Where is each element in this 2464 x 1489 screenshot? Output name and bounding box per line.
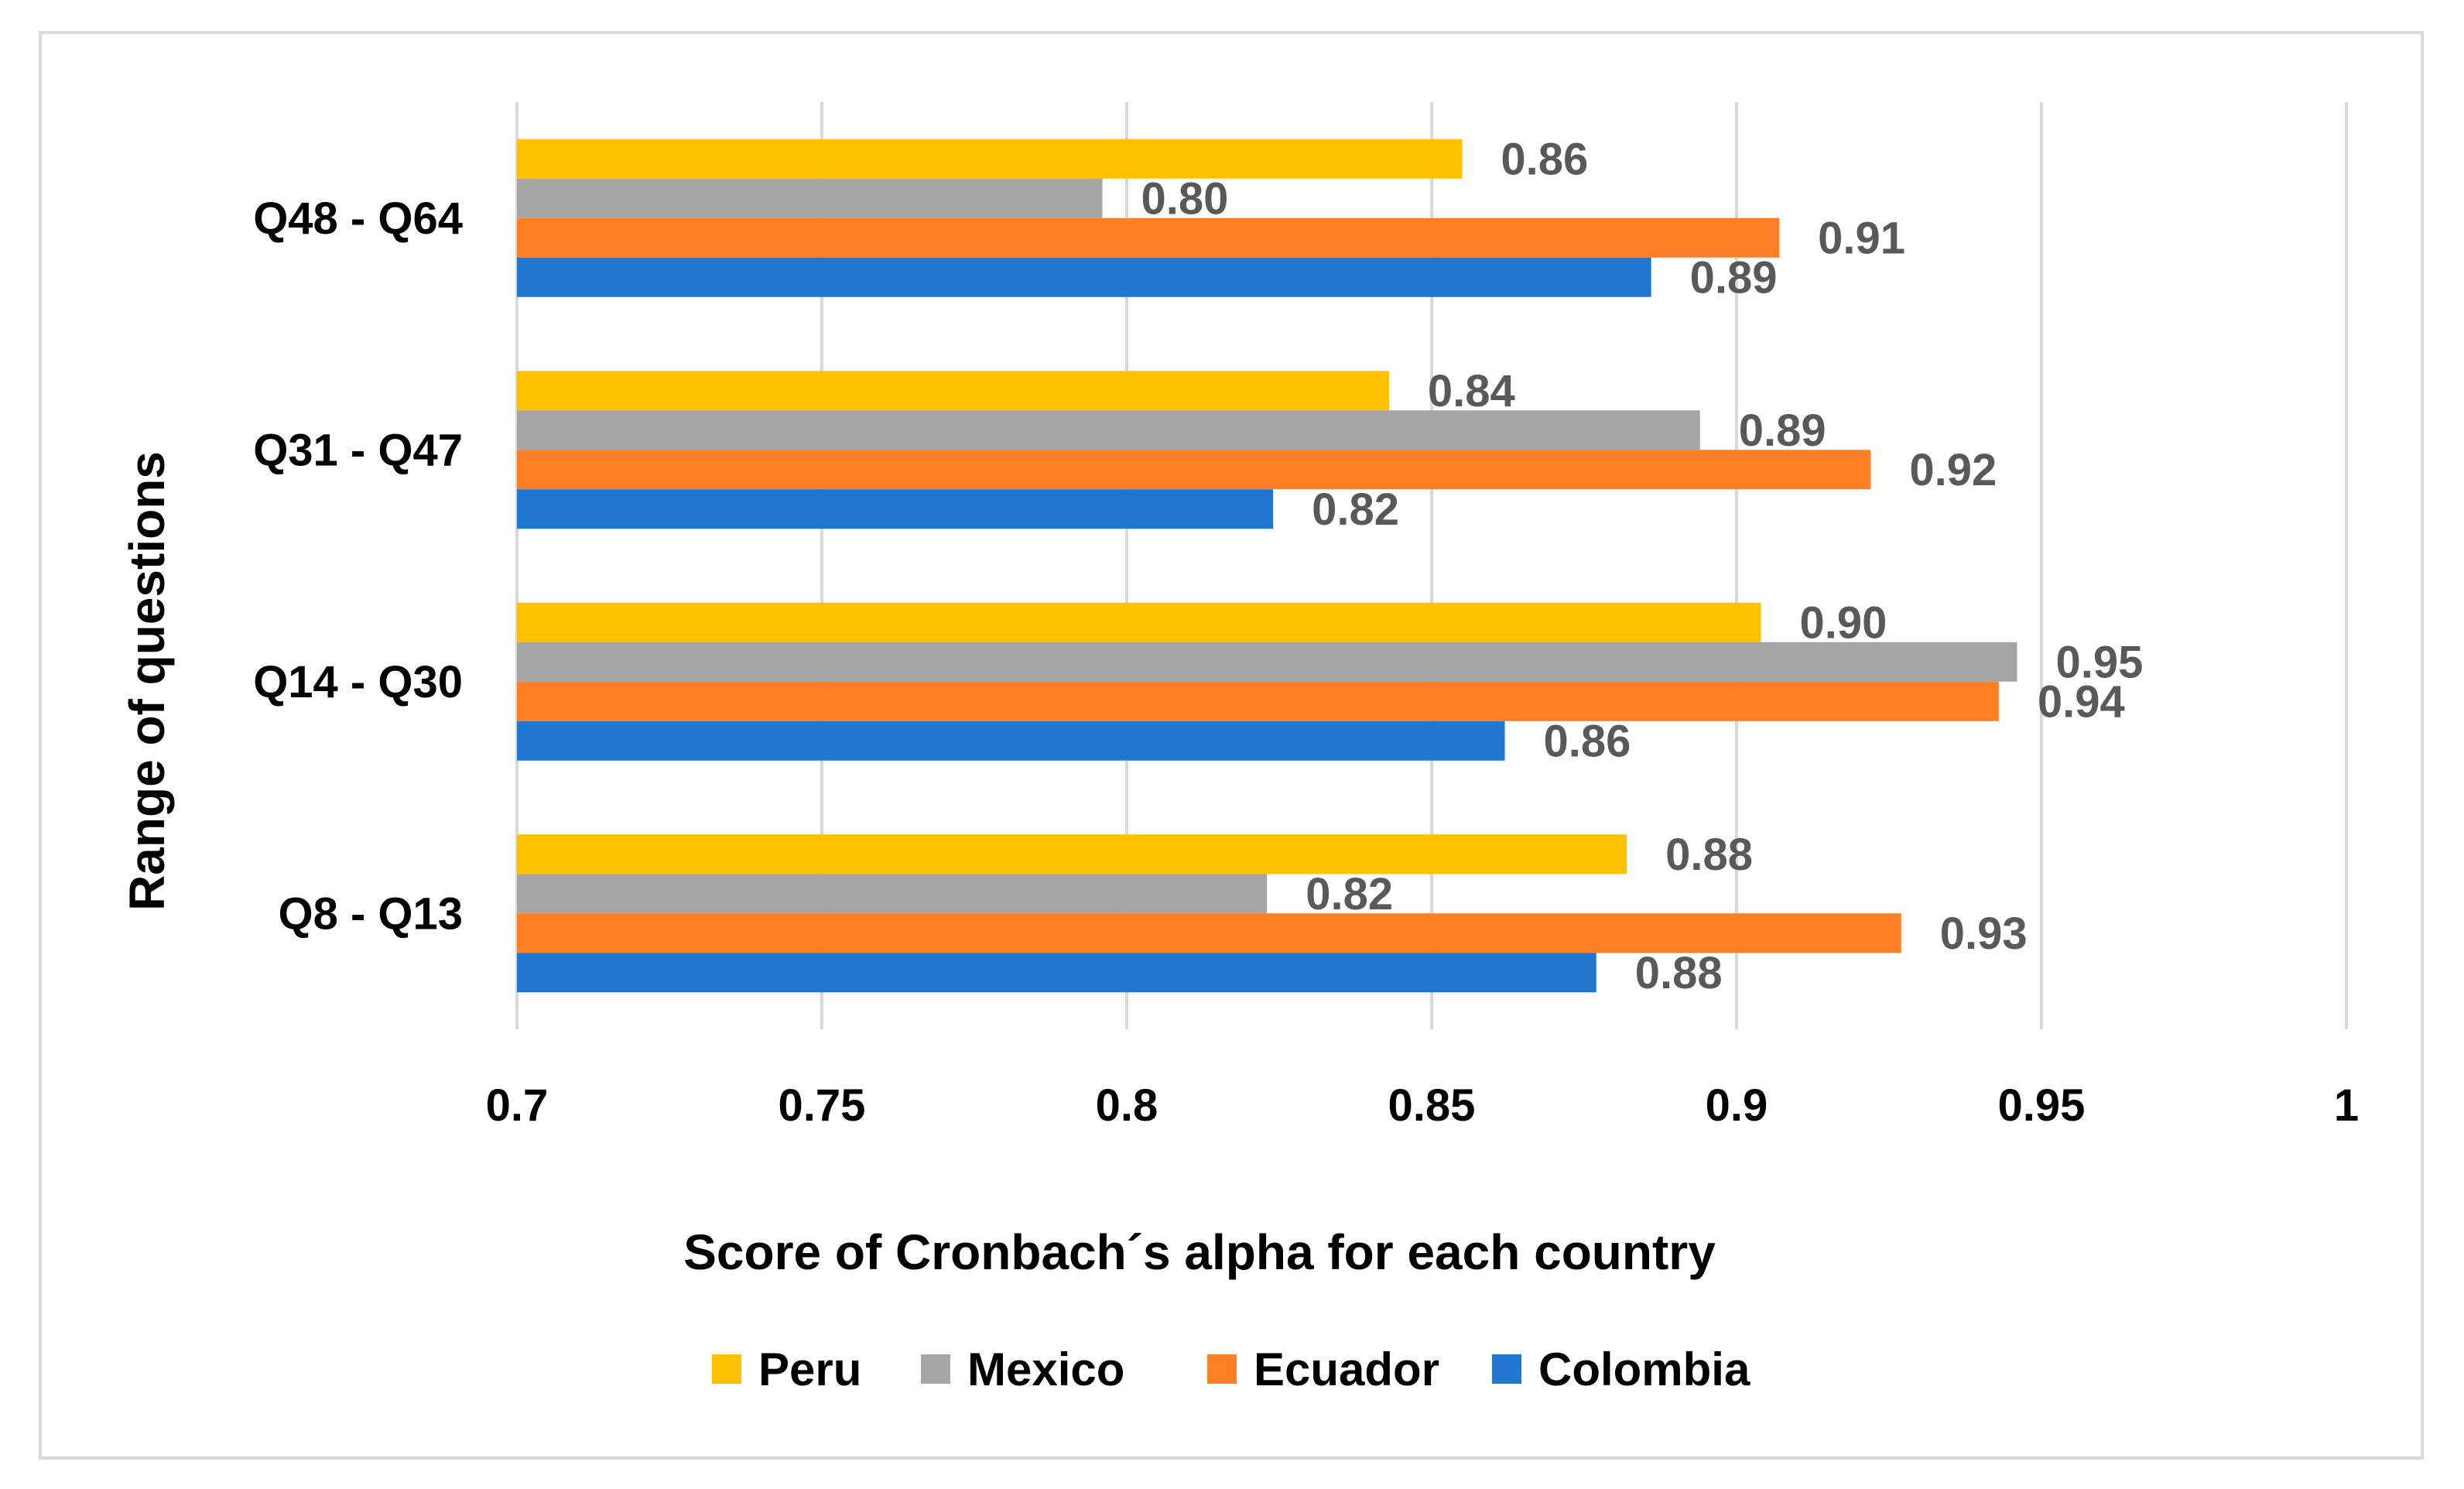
legend-swatch-peru (712, 1354, 741, 1384)
bar-peru-2 (517, 602, 1761, 642)
x-tick-label: 0.75 (779, 1080, 866, 1131)
bar-colombia-1 (517, 489, 1274, 529)
legend-label: Ecuador (1254, 1344, 1439, 1395)
bar-peru-1 (517, 371, 1389, 411)
data-label: 0.84 (1428, 366, 1515, 416)
bar-mexico-1 (517, 410, 1700, 450)
bars (517, 139, 2017, 993)
bar-ecuador-0 (517, 217, 1780, 258)
category-label: Q8 - Q13 (278, 888, 463, 939)
y-axis-title: Range of questions (119, 451, 175, 911)
data-label: 0.89 (1739, 406, 1826, 456)
data-label: 0.88 (1635, 948, 1723, 998)
data-label: 0.82 (1306, 869, 1393, 919)
x-tick-label: 0.95 (1998, 1080, 2086, 1131)
data-label: 0.86 (1544, 716, 1631, 766)
data-label: 0.86 (1501, 134, 1588, 184)
x-axis-ticks: 0.7 0.75 0.8 0.85 0.9 0.95 1 (486, 1080, 2359, 1131)
legend-swatch-colombia (1492, 1354, 1521, 1384)
bar-mexico-3 (517, 874, 1268, 914)
data-label: 0.82 (1312, 484, 1399, 535)
category-label: Q14 - Q30 (253, 657, 463, 707)
bar-peru-0 (517, 139, 1463, 179)
legend-label: Colombia (1538, 1344, 1750, 1395)
bar-colombia-0 (517, 257, 1651, 297)
bar-colombia-3 (517, 953, 1596, 993)
data-label: 0.92 (1909, 445, 1997, 495)
data-label: 0.91 (1818, 213, 1905, 263)
bar-mexico-2 (517, 642, 2017, 682)
legend-label: Mexico (967, 1344, 1124, 1395)
bar-ecuador-3 (517, 913, 1901, 953)
data-label: 0.88 (1665, 830, 1753, 880)
bar-peru-3 (517, 834, 1627, 875)
x-tick-label: 1 (2334, 1080, 2359, 1131)
data-labels: 0.86 0.80 0.91 0.89 0.84 0.89 0.92 0.82 0.90 0.95… (1141, 134, 2143, 998)
data-label: 0.80 (1141, 173, 1228, 224)
category-label: Q48 - Q64 (253, 193, 463, 244)
bar-ecuador-2 (517, 681, 1999, 721)
category-label: Q31 - Q47 (253, 425, 463, 475)
x-tick-label: 0.9 (1706, 1080, 1768, 1131)
x-tick-label: 0.7 (486, 1080, 549, 1131)
bar-mexico-0 (517, 178, 1103, 218)
legend-swatch-mexico (921, 1354, 950, 1384)
legend-label: Peru (758, 1344, 861, 1395)
x-axis-title: Score of Cronbach´s alpha for each count… (683, 1224, 1716, 1280)
bar-ecuador-1 (517, 450, 1871, 490)
legend-swatch-ecuador (1207, 1354, 1237, 1384)
data-label: 0.93 (1940, 909, 2028, 959)
x-tick-label: 0.8 (1096, 1080, 1158, 1131)
x-tick-label: 0.85 (1388, 1080, 1476, 1131)
legend: Peru Mexico Ecuador Colombia (712, 1344, 1750, 1395)
category-labels: Q48 - Q64 Q31 - Q47 Q14 - Q30 Q8 - Q13 (253, 193, 463, 940)
data-label: 0.89 (1690, 252, 1778, 303)
data-label: 0.95 (2055, 637, 2143, 687)
data-label: 0.90 (1800, 597, 1887, 648)
bar-colombia-2 (517, 721, 1505, 761)
data-label: 0.94 (2038, 676, 2125, 727)
